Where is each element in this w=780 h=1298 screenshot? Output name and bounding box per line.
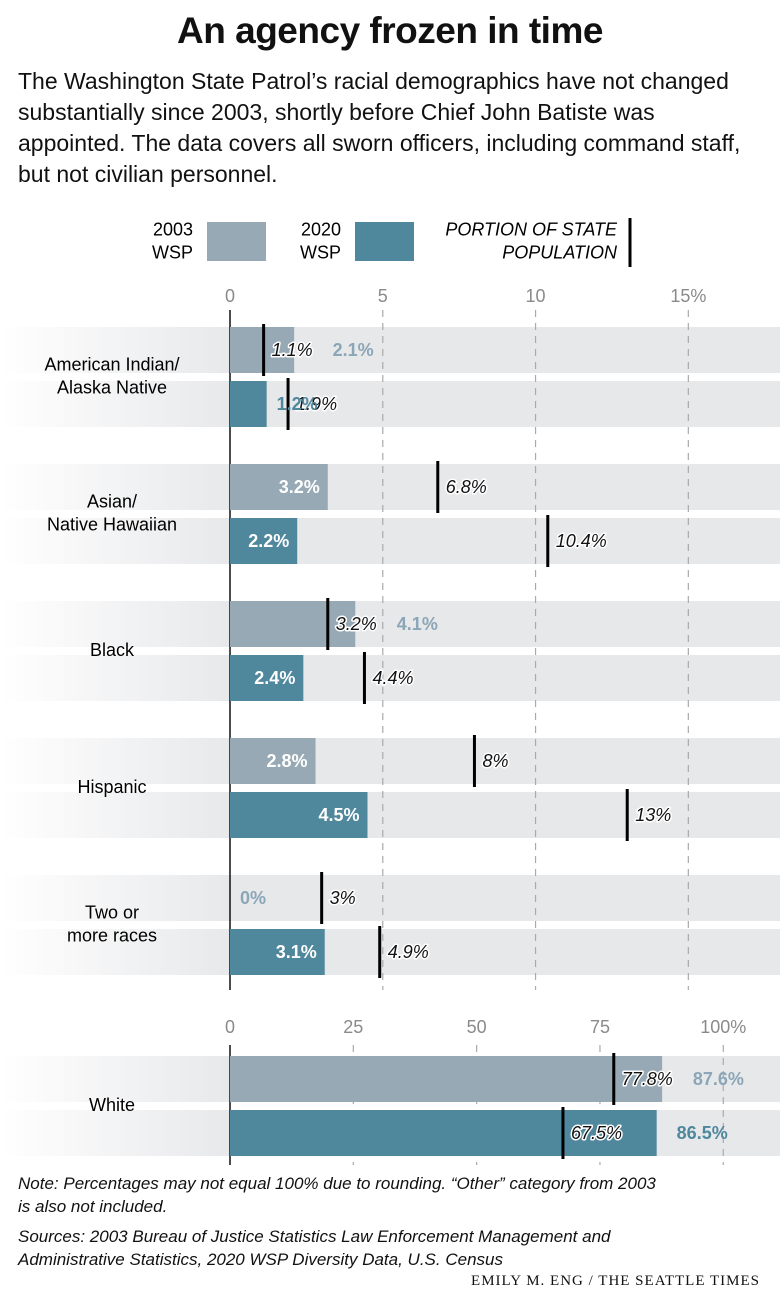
bar (230, 327, 295, 373)
population-label: 3% (330, 888, 356, 908)
population-label: 1.9% (296, 394, 337, 414)
value-label: 2.2% (248, 531, 289, 551)
title: An agency frozen in time (177, 10, 603, 51)
population-label: 77.8% (622, 1069, 673, 1089)
value-label: 2.4% (254, 668, 295, 688)
row-background (0, 518, 780, 564)
x-tick-label: 75 (590, 1017, 610, 1037)
category-label: Black (90, 640, 135, 660)
population-label: 13% (635, 805, 671, 825)
x-tick-label: 15% (670, 286, 706, 306)
category-label: Hispanic (77, 777, 146, 797)
value-label: 86.5% (677, 1123, 728, 1143)
category-label: Asian/Native Hawaiian (47, 491, 177, 534)
x-tick-label: 50 (467, 1017, 487, 1037)
note: Note: Percentages may not equal 100% due… (18, 1174, 656, 1216)
bar (230, 1110, 657, 1156)
bar (230, 601, 356, 647)
population-label: 1.1% (272, 340, 313, 360)
legend-swatch (355, 222, 414, 261)
bar (230, 738, 316, 784)
legend-label: PORTION OF STATE POPULATION (445, 219, 618, 262)
population-label: 6.8% (446, 477, 487, 497)
legend-label: 2003 WSP (152, 219, 193, 262)
x-tick-label: 10 (526, 286, 546, 306)
value-label: 4.5% (318, 805, 359, 825)
subtitle: The Washington State Patrol’s racial dem… (18, 68, 741, 187)
category-label: White (89, 1095, 135, 1115)
bar (230, 464, 328, 510)
row-background (0, 792, 780, 838)
population-label: 8% (482, 751, 508, 771)
bar (230, 518, 298, 564)
legend-label: 2020 WSP (300, 219, 341, 262)
row-background (0, 381, 780, 427)
row-background (0, 875, 780, 921)
category-label: American Indian/Alaska Native (44, 354, 179, 397)
bar (230, 381, 267, 427)
value-label: 1.2% (277, 394, 318, 414)
x-tick-label: 5 (378, 286, 388, 306)
population-label: 3.2% (336, 614, 377, 634)
value-label: 2.8% (267, 751, 308, 771)
sources: Sources: 2003 Bureau of Justice Statisti… (18, 1227, 611, 1269)
row-background (0, 601, 780, 647)
x-tick-label: 0 (225, 286, 235, 306)
x-tick-label: 0 (225, 1017, 235, 1037)
row-background (0, 738, 780, 784)
bar (230, 792, 368, 838)
population-label: 4.9% (388, 942, 429, 962)
bar (230, 929, 325, 975)
row-background (0, 327, 780, 373)
population-label: 10.4% (556, 531, 607, 551)
value-label: 0% (240, 888, 266, 908)
x-tick-label: 100% (700, 1017, 746, 1037)
row-background (0, 655, 780, 701)
x-tick-label: 25 (343, 1017, 363, 1037)
bar (230, 655, 304, 701)
bar (230, 1056, 663, 1102)
legend-swatch (207, 222, 266, 261)
value-label: 4.1% (397, 614, 438, 634)
credit: EMILY M. ENG / THE SEATTLE TIMES (471, 1273, 760, 1289)
value-label: 3.1% (276, 942, 317, 962)
value-label: 3.2% (279, 477, 320, 497)
row-background (0, 929, 780, 975)
population-label: 4.4% (372, 668, 413, 688)
category-label: Two or more races (67, 902, 157, 945)
value-label: 87.6% (693, 1069, 744, 1089)
population-label: 67.5% (571, 1123, 622, 1143)
row-background (0, 464, 780, 510)
value-label: 2.1% (333, 340, 374, 360)
